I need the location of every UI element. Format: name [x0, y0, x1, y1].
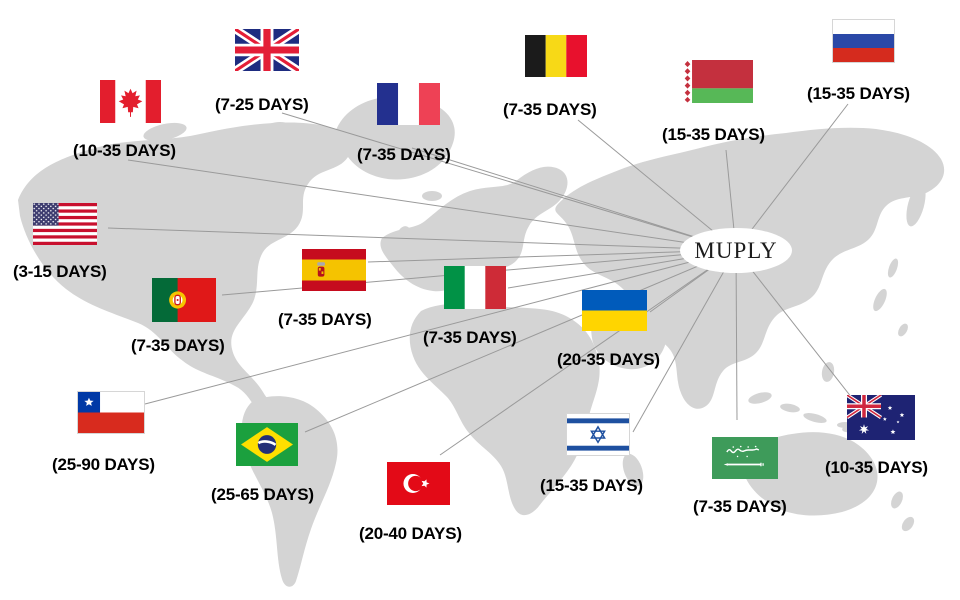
canada-flag-icon: [100, 80, 161, 123]
australia-flag-icon: [847, 395, 915, 440]
days-label-israel: (15-35 DAYS): [540, 476, 643, 495]
portugal-flag-icon: [152, 278, 216, 322]
days-label-chile: (25-90 DAYS): [52, 455, 155, 474]
connector-line: [735, 249, 738, 421]
days-label-russia: (15-35 DAYS): [807, 84, 910, 103]
brazil-flag-icon: [236, 423, 298, 466]
spain-flag-icon: [302, 249, 366, 291]
days-label-saudi-arabia: (7-35 DAYS): [693, 497, 787, 516]
days-label-brazil: (25-65 DAYS): [211, 485, 314, 504]
days-label-italy: (7-35 DAYS): [423, 328, 517, 347]
days-label-belgium: (7-35 DAYS): [503, 100, 597, 119]
days-label-ukraine: (20-35 DAYS): [557, 350, 660, 369]
chile-flag-icon: [77, 391, 145, 434]
france-flag-icon: [377, 83, 440, 125]
days-label-usa: (3-15 DAYS): [13, 262, 107, 281]
connector-line: [367, 249, 737, 263]
brand-hub: MUPLY: [680, 228, 792, 273]
connector-line: [735, 249, 853, 399]
connector-line: [107, 227, 737, 251]
connector-line: [411, 147, 737, 251]
usa-flag-icon: [33, 203, 97, 245]
days-label-portugal: (7-35 DAYS): [131, 336, 225, 355]
connector-line: [439, 249, 737, 456]
belarus-flag-icon: [683, 60, 753, 103]
connector-line: [577, 119, 737, 251]
ukraine-flag-icon: [582, 290, 647, 331]
turkey-flag-icon: [387, 462, 450, 505]
days-label-spain: (7-35 DAYS): [278, 310, 372, 329]
connector-line: [304, 249, 737, 433]
days-label-france: (7-35 DAYS): [357, 145, 451, 164]
connector-line: [127, 159, 737, 251]
days-label-australia: (10-35 DAYS): [825, 458, 928, 477]
russia-flag-icon: [832, 19, 895, 63]
italy-flag-icon: [444, 266, 506, 309]
connector-line: [281, 112, 737, 251]
connector-line: [144, 249, 737, 405]
uk-flag-icon: [235, 29, 299, 71]
days-label-uk: (7-25 DAYS): [215, 95, 309, 114]
days-label-belarus: (15-35 DAYS): [662, 125, 765, 144]
connector-line: [735, 103, 849, 251]
days-label-turkey: (20-40 DAYS): [359, 524, 462, 543]
saudi-arabia-flag-icon: [712, 437, 778, 479]
belgium-flag-icon: [525, 35, 587, 77]
connector-line: [632, 249, 737, 433]
israel-flag-icon: [566, 413, 630, 456]
brand-name: MUPLY: [694, 237, 778, 263]
days-label-canada: (10-35 DAYS): [73, 141, 176, 160]
